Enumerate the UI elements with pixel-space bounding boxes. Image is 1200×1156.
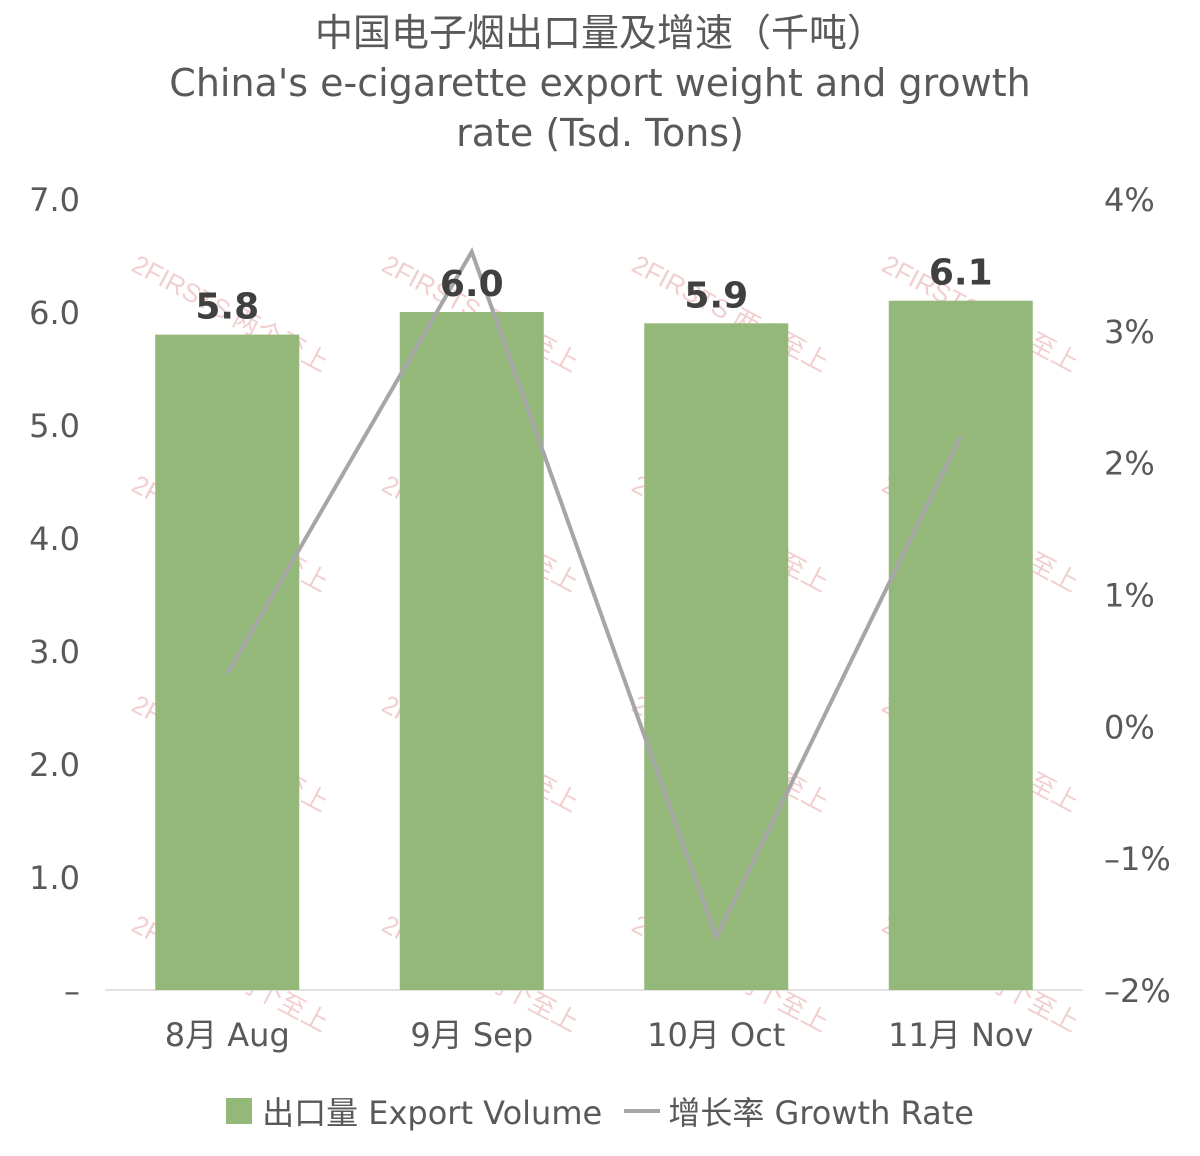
y-left-tick-label: 3.0 [29,633,80,671]
y-right-tick-label: 0% [1104,708,1155,746]
legend-swatch-line-icon [624,1109,661,1113]
x-category-label: 8月 Aug [165,1016,290,1054]
x-category-label: 10月 Oct [647,1016,785,1054]
y-right-tick-label: –2% [1104,972,1171,1010]
legend-item-export-volume: 出口量 Export Volume [226,1088,602,1134]
bar-3 [888,300,1033,990]
chart-title-en-line1: China's e-cigarette export weight and gr… [169,61,1031,105]
bar-data-label: 5.8 [195,287,259,328]
bar-data-label: 5.9 [684,275,748,316]
bar-data-label: 6.0 [440,264,504,305]
bar-data-label: 6.1 [929,253,993,294]
y-left-tick-label: 4.0 [29,520,80,558]
y-right-tick-label: 4% [1104,181,1155,219]
bar-2 [644,323,789,990]
y-right-tick-label: –1% [1104,840,1171,878]
x-category-label: 9月 Sep [410,1016,533,1054]
growth-rate-line [225,246,963,943]
y-right-tick-label: 3% [1104,313,1155,351]
y-left-tick-label: – [64,972,80,1010]
chart-legend: 出口量 Export Volume 增长率 Growth Rate [0,1088,1200,1134]
chart-title-en-line2: rate (Tsd. Tons) [456,111,744,155]
x-category-label: 11月 Nov [888,1016,1033,1054]
chart-title: 中国电子烟出口量及增速（千吨） China's e-cigarette expo… [0,8,1200,158]
y-left-tick-label: 6.0 [29,294,80,332]
legend-item-growth-rate: 增长率 Growth Rate [612,1088,974,1134]
y-left-tick-label: 7.0 [29,181,80,219]
legend-swatch-bar-icon [226,1098,253,1124]
y-left-tick-label: 2.0 [29,746,80,784]
y-left-tick-label: 5.0 [29,407,80,445]
bar-0 [155,334,300,991]
legend-label-export-volume: 出口量 Export Volume [262,1094,603,1132]
legend-label-growth-rate: 增长率 Growth Rate [668,1094,974,1132]
y-right-tick-label: 2% [1104,445,1155,483]
y-right-tick-label: 1% [1104,577,1155,615]
chart-title-cn: 中国电子烟出口量及增速（千吨） [314,11,885,55]
bar-1 [399,312,544,990]
y-left-tick-label: 1.0 [29,859,80,897]
